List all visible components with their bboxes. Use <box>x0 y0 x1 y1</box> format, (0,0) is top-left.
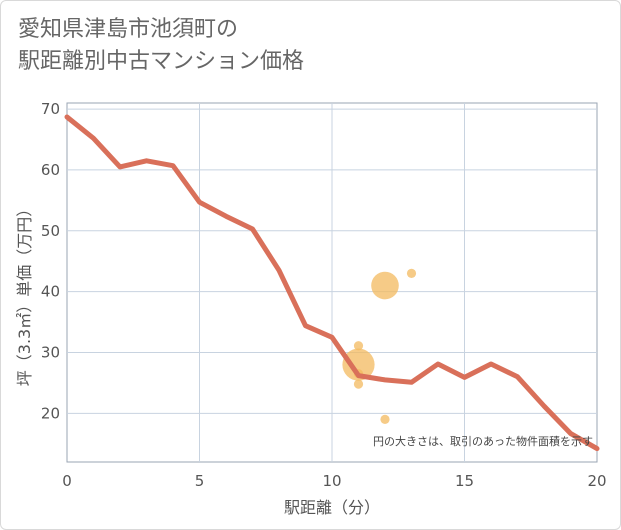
size-note: 円の大きさは、取引のあった物件面積を示す <box>373 434 593 448</box>
scatter-point <box>342 348 375 381</box>
x-tick-label: 10 <box>322 472 341 490</box>
y-tick-label: 20 <box>41 404 60 422</box>
chart-title-line1: 愛知県津島市池須町の <box>18 17 239 42</box>
axis-ticks: 0 5 10 15 20 20 30 40 50 60 70 <box>41 100 607 490</box>
scatter-point <box>406 268 417 278</box>
chart-title: 愛知県津島市池須町の 駅距離別中古マンション価格 <box>18 14 304 78</box>
y-tick-label: 70 <box>41 100 60 118</box>
line-series <box>64 114 600 452</box>
x-tick-label: 20 <box>587 472 606 490</box>
scatter-points <box>342 268 417 425</box>
scatter-point <box>353 379 364 389</box>
y-tick-label: 50 <box>41 222 60 240</box>
x-tick-label: 15 <box>455 472 474 490</box>
y-tick-label: 30 <box>41 343 60 361</box>
x-axis-label: 駅距離（分） <box>284 498 380 517</box>
y-tick-label: 40 <box>41 283 60 301</box>
x-tick-label: 5 <box>195 472 205 490</box>
scatter-point <box>371 271 399 300</box>
chart-title-line2: 駅距離別中古マンション価格 <box>18 49 305 74</box>
scatter-point <box>380 414 390 425</box>
price-line <box>64 114 600 452</box>
scatter-point <box>353 341 364 351</box>
x-tick-label: 0 <box>62 472 72 490</box>
grid-lines <box>67 103 597 462</box>
y-axis-label: 坪（3.3㎡）単価（万円） <box>15 201 34 386</box>
y-tick-label: 60 <box>41 161 60 179</box>
